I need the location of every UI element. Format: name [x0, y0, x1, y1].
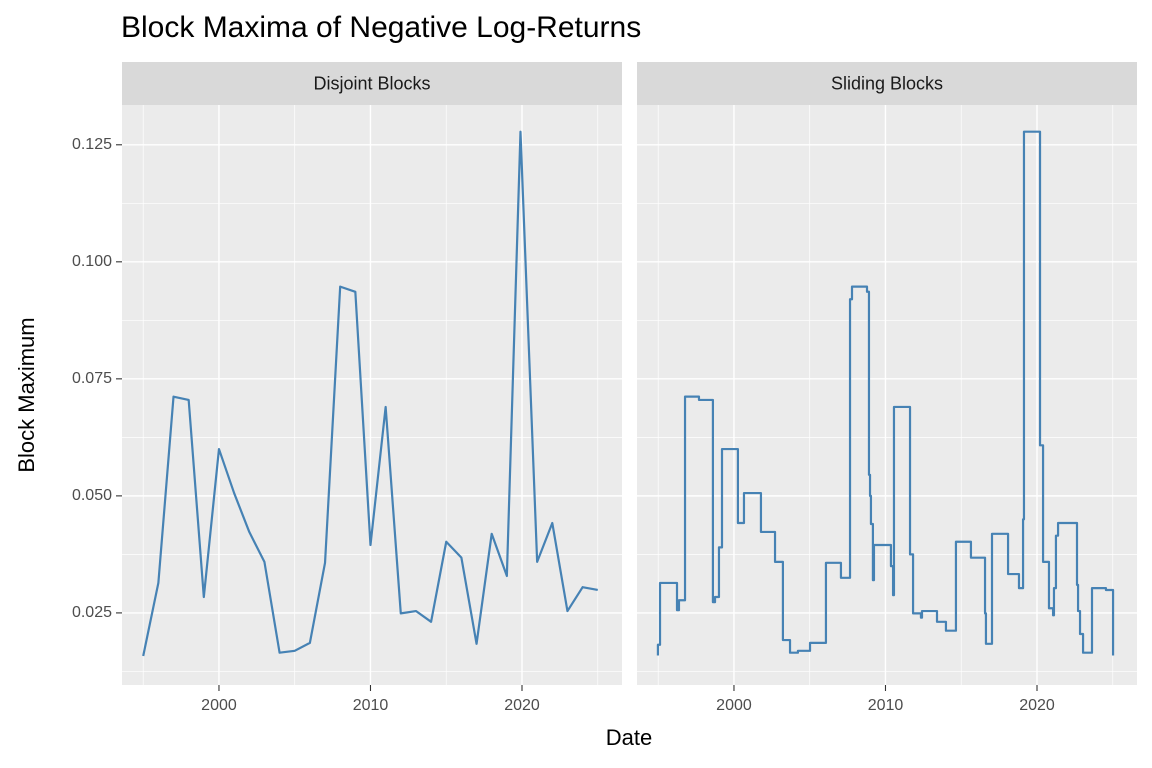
- chart-title: Block Maxima of Negative Log-Returns: [121, 11, 641, 44]
- x-tick-label: 2020: [504, 697, 540, 714]
- strip: [637, 62, 1137, 105]
- y-axis-title: Block Maximum: [14, 317, 39, 472]
- x-tick-label: 2010: [868, 697, 904, 714]
- x-tick-label: 2000: [201, 697, 237, 714]
- strip-label: Sliding Blocks: [831, 73, 943, 93]
- data-line: [142, 130, 598, 657]
- y-tick-label: 0.025: [72, 604, 112, 621]
- x-tick-label: 2010: [353, 697, 389, 714]
- x-axis-title: Date: [606, 725, 652, 750]
- strip-label: Disjoint Blocks: [313, 73, 430, 93]
- y-tick-label: 0.075: [72, 370, 112, 387]
- strip: [122, 62, 622, 105]
- y-tick-label: 0.050: [72, 487, 112, 504]
- y-tick-label: 0.125: [72, 136, 112, 153]
- x-tick-label: 2020: [1019, 697, 1055, 714]
- panel-background: [122, 105, 622, 685]
- x-tick-label: 2000: [716, 697, 752, 714]
- data-line: [656, 130, 1115, 656]
- y-tick-label: 0.100: [72, 253, 112, 270]
